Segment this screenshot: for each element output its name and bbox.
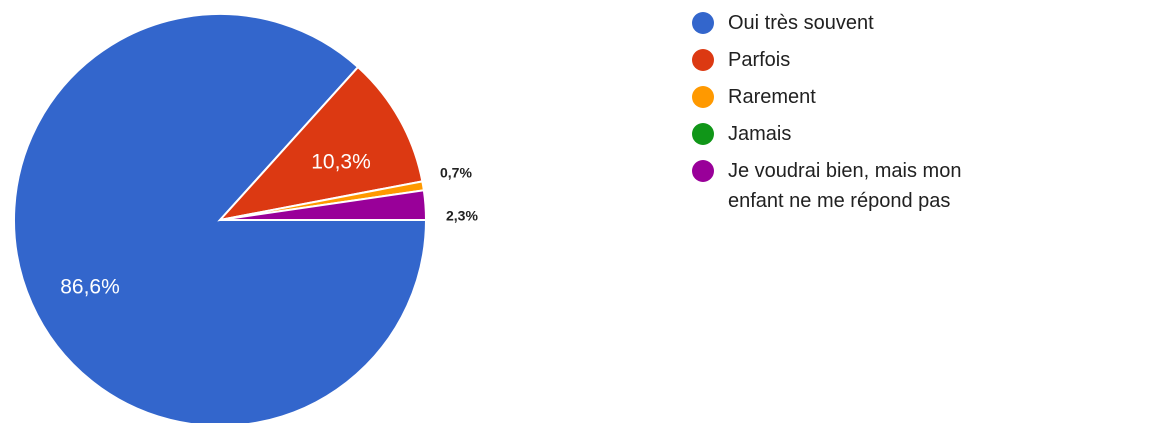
pie-chart: 86,6% 10,3% 0,7% 2,3% [13,13,478,423]
legend-label: Oui très souvent [728,12,874,34]
legend-item-je-voudrai-bien[interactable]: Je voudrai bien, mais mon enfant ne me r… [692,158,1152,216]
legend-swatch-icon [692,86,714,108]
pie-label-je-voudrai-bien: 2,3% [446,208,478,224]
legend-item-oui-tres-souvent[interactable]: Oui très souvent [692,10,1152,38]
legend-label: Rarement [728,86,816,108]
legend-swatch-icon [692,49,714,71]
legend-item-rarement[interactable]: Rarement [692,84,1152,112]
pie-slice-je-voudrai-bien[interactable] [219,189,428,221]
legend-swatch-icon [692,12,714,34]
legend-label: Jamais [728,123,792,145]
legend-label: Je voudrai bien, mais mon enfant ne me r… [728,160,962,212]
legend-swatch-icon [692,123,714,145]
legend-label: Parfois [728,49,791,71]
legend-item-jamais[interactable]: Jamais [692,121,1152,149]
legend-swatch-icon [692,160,714,182]
pie-label-rarement: 0,7% [440,165,472,181]
pie-label-parfois: 10,3% [311,151,371,174]
chart-legend: Oui très souvent Parfois Rarement Jamais… [692,10,1152,225]
pie-chart-svg: 86,6% 10,3% 0,7% 2,3% [13,13,478,423]
legend-item-parfois[interactable]: Parfois [692,47,1152,75]
pie-slice-parfois[interactable] [217,65,424,222]
pie-label-oui-tres-souvent: 86,6% [60,276,120,299]
